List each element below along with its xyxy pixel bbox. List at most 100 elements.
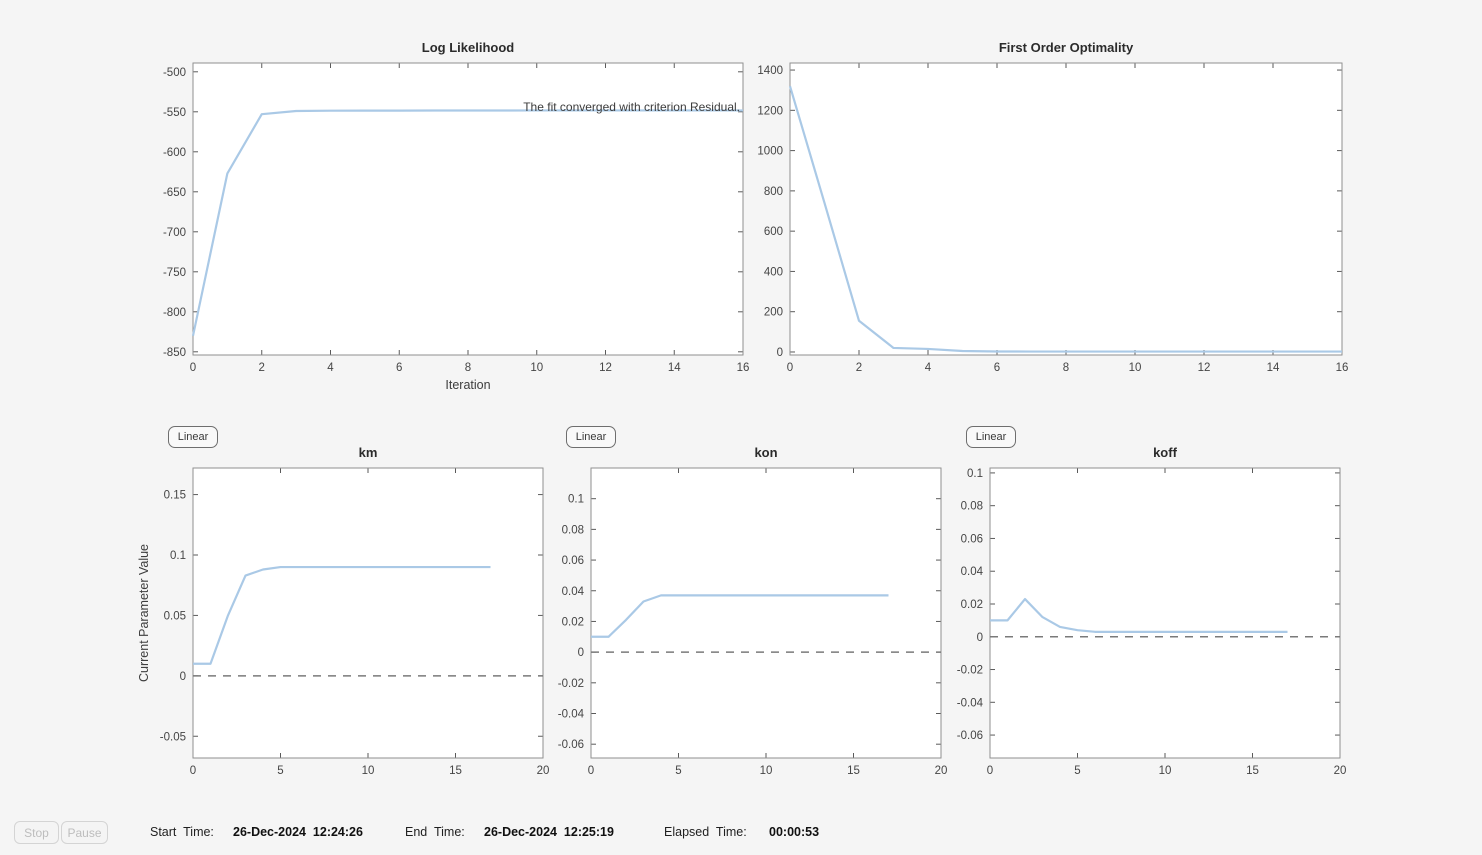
plot-background bbox=[193, 468, 543, 758]
plot-background bbox=[990, 468, 1340, 758]
linear-scale-button-kon[interactable]: Linear bbox=[566, 426, 616, 448]
x-tick-label: 6 bbox=[396, 362, 402, 374]
y-tick-label: -700 bbox=[163, 227, 186, 239]
y-tick-label: 0.04 bbox=[562, 586, 585, 598]
y-tick-label: 0 bbox=[977, 632, 983, 644]
x-tick-label: 16 bbox=[737, 362, 750, 374]
x-tick-label: 8 bbox=[1063, 362, 1069, 374]
y-tick-label: 600 bbox=[764, 226, 783, 238]
y-tick-label: -750 bbox=[163, 267, 186, 279]
km-title: km bbox=[359, 445, 378, 460]
x-tick-label: 6 bbox=[994, 362, 1000, 374]
x-tick-label: 20 bbox=[1334, 765, 1347, 777]
y-tick-label: -800 bbox=[163, 307, 186, 319]
km-ylabel: Current Parameter Value bbox=[137, 544, 151, 682]
koff-parameter-plot: 0 5 10 15 20 -0.06 -0.04 -0.02 0 0.02 0.04 0.06 0.08… bbox=[957, 445, 1347, 777]
kon-series-line bbox=[591, 594, 889, 638]
x-tick-label: 2 bbox=[856, 362, 862, 374]
x-tick-label: 15 bbox=[449, 765, 462, 777]
x-tick-label: 10 bbox=[530, 362, 543, 374]
axes-box bbox=[192, 467, 544, 759]
koff-title: koff bbox=[1153, 445, 1178, 460]
y-tick-label: -550 bbox=[163, 107, 186, 119]
end-time-value: 26-Dec-2024 12:25:19 bbox=[484, 825, 614, 839]
y-tick-label: 0.06 bbox=[562, 555, 584, 567]
x-tick-label: 15 bbox=[1246, 765, 1259, 777]
y-tick-label: -0.04 bbox=[957, 697, 984, 709]
x-tick-label: 5 bbox=[277, 765, 283, 777]
x-tick-label: 10 bbox=[1159, 765, 1172, 777]
y-tick-label: 0.02 bbox=[562, 616, 584, 628]
kon-parameter-plot: 0 5 10 15 20 -0.06 -0.04 -0.02 0 0.02 0.04 0.06 0.08… bbox=[558, 445, 948, 777]
x-tick-label: 20 bbox=[935, 765, 948, 777]
x-tick-label: 8 bbox=[465, 362, 471, 374]
y-tick-label: 0 bbox=[777, 347, 783, 359]
x-tick-label: 0 bbox=[190, 362, 196, 374]
pause-button[interactable]: Pause bbox=[61, 821, 108, 844]
x-tick-label: 0 bbox=[787, 362, 793, 374]
axes-box bbox=[192, 62, 744, 356]
y-tick-label: 0.05 bbox=[164, 610, 186, 622]
y-tick-label: 0.08 bbox=[961, 501, 983, 513]
x-tick-label: 2 bbox=[259, 362, 265, 374]
y-tick-label: 800 bbox=[764, 186, 783, 198]
x-tick-label: 0 bbox=[987, 765, 993, 777]
log_likelihood-series-line bbox=[191, 109, 743, 337]
start-time-value: 26-Dec-2024 12:24:26 bbox=[233, 825, 363, 839]
start-time-label: Start Time: bbox=[150, 825, 214, 839]
end-time-label: End Time: bbox=[405, 825, 465, 839]
x-tick-label: 5 bbox=[1074, 765, 1080, 777]
log-likelihood-plot: 0 2 4 6 8 10 12 14 16 -850 -800 -750 -700 -650 -600 -55… bbox=[163, 40, 750, 392]
axes-box bbox=[590, 467, 942, 759]
x-tick-label: 15 bbox=[847, 765, 860, 777]
y-tick-label: -0.04 bbox=[558, 709, 585, 721]
axes-box bbox=[789, 62, 1343, 356]
y-tick-label: 1000 bbox=[757, 146, 783, 158]
y-tick-label: -650 bbox=[163, 187, 186, 199]
first_order_optimality-series-line bbox=[788, 85, 1342, 353]
x-tick-label: 12 bbox=[1198, 362, 1211, 374]
plot-background bbox=[790, 63, 1342, 355]
y-tick-label: -600 bbox=[163, 147, 186, 159]
y-tick-label: 400 bbox=[764, 266, 783, 278]
log_likelihood-xlabel: Iteration bbox=[445, 378, 490, 392]
koff-series-line bbox=[990, 597, 1288, 633]
km-parameter-plot: 0 5 10 15 20 -0.05 0 0.05 0.1 0.15 km Current Param… bbox=[137, 445, 550, 777]
x-tick-label: 14 bbox=[1267, 362, 1280, 374]
first-order-optimality-plot: 0 2 4 6 8 10 12 14 16 0 200 400 600 800 1000 1200 1400 Fi… bbox=[757, 40, 1349, 374]
y-tick-label: -850 bbox=[163, 347, 186, 359]
linear-scale-button-koff[interactable]: Linear bbox=[966, 426, 1016, 448]
log_likelihood-title: Log Likelihood bbox=[422, 40, 514, 55]
x-tick-label: 0 bbox=[190, 765, 196, 777]
y-tick-label: 0.1 bbox=[170, 550, 186, 562]
linear-scale-button-km[interactable]: Linear bbox=[168, 426, 218, 448]
y-tick-label: 0.15 bbox=[164, 490, 186, 502]
y-tick-label: 200 bbox=[764, 307, 783, 319]
stop-button[interactable]: Stop bbox=[14, 821, 59, 844]
y-tick-label: -0.06 bbox=[558, 739, 584, 751]
y-tick-label: 1400 bbox=[757, 65, 783, 77]
elapsed-time-value: 00:00:53 bbox=[769, 825, 820, 839]
y-tick-label: 0.02 bbox=[961, 599, 983, 611]
x-tick-label: 10 bbox=[1129, 362, 1142, 374]
elapsed-time-label: Elapsed Time: bbox=[664, 825, 747, 839]
x-tick-label: 4 bbox=[925, 362, 932, 374]
x-tick-label: 12 bbox=[599, 362, 612, 374]
plot-background bbox=[591, 468, 941, 758]
y-tick-label: 0 bbox=[578, 647, 584, 659]
first_order_optimality-title: First Order Optimality bbox=[999, 40, 1134, 55]
y-tick-label: -500 bbox=[163, 67, 186, 79]
y-tick-label: -0.02 bbox=[957, 665, 983, 677]
x-tick-label: 10 bbox=[760, 765, 773, 777]
y-tick-label: 0.1 bbox=[568, 494, 584, 506]
x-tick-label: 14 bbox=[668, 362, 681, 374]
y-tick-label: -0.06 bbox=[957, 730, 983, 742]
x-tick-label: 0 bbox=[588, 765, 594, 777]
x-tick-label: 4 bbox=[327, 362, 334, 374]
y-tick-label: 0.1 bbox=[967, 468, 983, 480]
x-tick-label: 20 bbox=[537, 765, 550, 777]
x-tick-label: 16 bbox=[1336, 362, 1349, 374]
kon-title: kon bbox=[754, 445, 777, 460]
y-tick-label: 0.08 bbox=[562, 524, 584, 536]
convergence-annotation: The fit converged with criterion Residua… bbox=[523, 100, 740, 114]
